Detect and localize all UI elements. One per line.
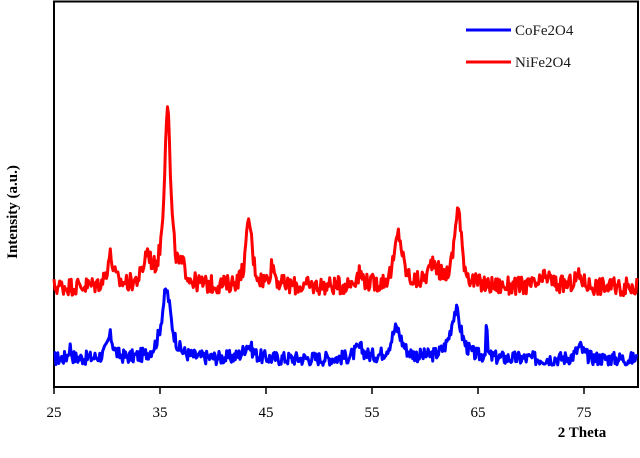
x-tick-label: 35	[153, 405, 168, 421]
x-axis-title: 2 Theta	[558, 425, 607, 441]
x-tick-label: 45	[259, 405, 274, 421]
x-tick-label: 65	[471, 405, 486, 421]
series-layer	[52, 105, 639, 367]
legend-label-nife2o4: NiFe2O4	[515, 55, 571, 71]
series-cofe2o4	[53, 287, 639, 367]
x-tick-label: 55	[365, 405, 380, 421]
x-tick-label: 75	[577, 405, 592, 421]
legend: CoFe2O4 NiFe2O4	[466, 23, 574, 71]
y-axis-title: Intensity (a.u.)	[5, 165, 21, 259]
x-tick-label: 25	[47, 405, 62, 421]
plot-frame	[53, 0, 639, 388]
x-axis-ticks: 25 35 45 55 65 75	[47, 387, 592, 421]
legend-label-cofe2o4: CoFe2O4	[515, 23, 574, 39]
series-nife2o4	[52, 105, 639, 298]
